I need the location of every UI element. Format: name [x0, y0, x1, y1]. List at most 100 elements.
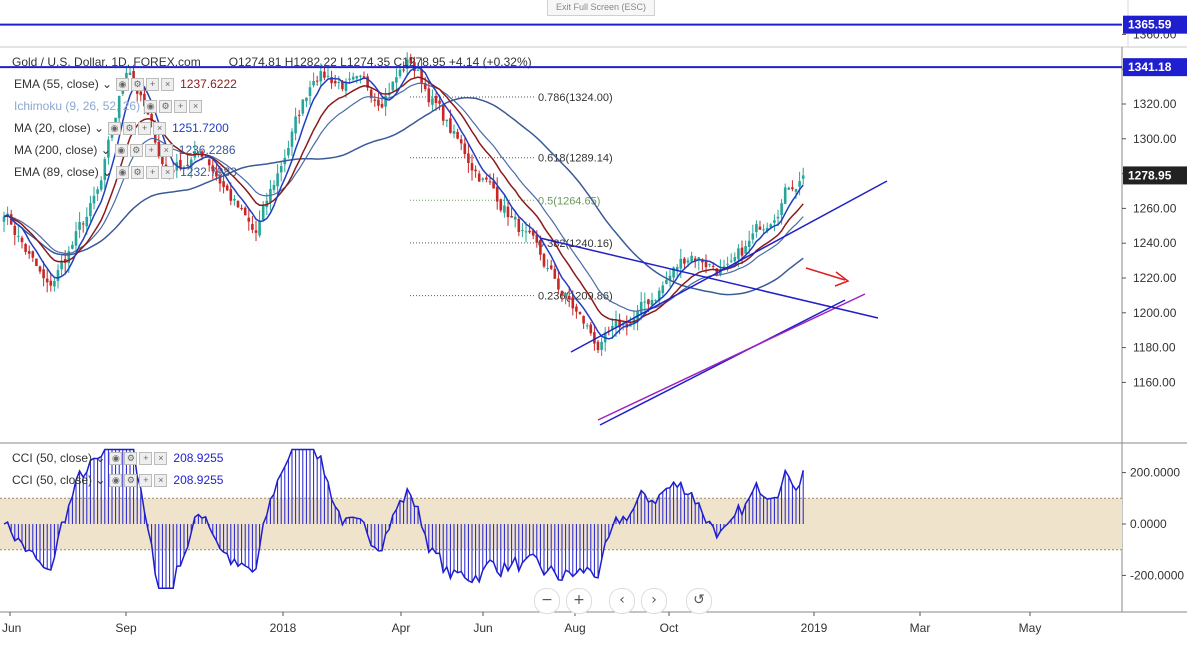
candle-body [99, 180, 103, 190]
add-icon[interactable]: + [146, 165, 160, 179]
visibility-icon[interactable]: ◉ [108, 121, 122, 135]
candle-body [690, 255, 693, 262]
candle-body [740, 247, 744, 256]
candle-body [618, 319, 621, 328]
reset-button[interactable]: ↺ [686, 588, 712, 614]
add-icon[interactable]: + [146, 77, 160, 91]
candle-body [369, 89, 373, 99]
candle-body [679, 258, 683, 269]
add-icon[interactable]: + [139, 473, 153, 487]
candle-body [801, 175, 805, 179]
close-icon[interactable]: × [161, 165, 175, 179]
candle-body [441, 105, 445, 121]
visibility-icon[interactable]: ◉ [109, 451, 123, 465]
indicator-legend[interactable]: MA (20, close) ⌄ ◉ ⚙ + × 1251.7200 [4, 121, 229, 135]
close-icon[interactable]: × [154, 473, 168, 487]
candle-body [13, 225, 17, 235]
candle-body [398, 69, 402, 76]
candle-body [240, 208, 243, 210]
cci-controls[interactable]: ◉ ⚙ + × [109, 473, 168, 487]
visibility-icon[interactable]: ◉ [116, 165, 130, 179]
candle-body [128, 72, 132, 75]
candle-body [427, 88, 431, 103]
close-icon[interactable]: × [154, 451, 168, 465]
zoom-out-button[interactable]: − [534, 588, 560, 614]
visibility-icon[interactable]: ◉ [114, 143, 128, 157]
indicator-controls[interactable]: ◉ ⚙ + × [116, 77, 175, 91]
settings-icon[interactable]: ⚙ [123, 121, 137, 135]
indicator-legend[interactable]: MA (200, close) ⌄ ◉ ⚙ + × 1236.2286 [4, 143, 236, 157]
descending-trendline[interactable] [539, 237, 879, 319]
candle-body [279, 165, 283, 173]
candle-body [531, 230, 535, 236]
candle-body [384, 95, 387, 107]
price-marker [1123, 15, 1187, 34]
settings-icon[interactable]: ⚙ [159, 99, 173, 113]
candle-body [467, 153, 470, 163]
close-icon[interactable]: × [153, 121, 167, 135]
exit-fullscreen-button[interactable]: Exit Full Screen (ESC) [547, 0, 655, 16]
time-tick-label: Jun [2, 621, 21, 635]
candle-body [528, 230, 531, 233]
visibility-icon[interactable]: ◉ [109, 473, 123, 487]
add-icon[interactable]: + [144, 143, 158, 157]
add-icon[interactable]: + [174, 99, 188, 113]
candle-body [359, 75, 362, 77]
indicator-legend[interactable]: EMA (89, close) ⌄ ◉ ⚙ + × 1232.7983 [4, 165, 237, 179]
indicator-controls[interactable]: ◉ ⚙ + × [108, 121, 167, 135]
candle-body [549, 265, 553, 269]
candle-body [780, 203, 783, 216]
close-icon[interactable]: × [161, 77, 175, 91]
candle-body [182, 167, 186, 169]
candle-body [157, 141, 161, 157]
projection-arrow[interactable] [805, 267, 846, 281]
scroll-left-button[interactable]: ‹ [609, 588, 635, 614]
symbol-title[interactable]: Gold / U.S. Dollar, 1D, FOREX.com [12, 55, 201, 69]
channel-lower-trendline[interactable] [599, 299, 846, 426]
cci-controls[interactable]: ◉ ⚙ + × [109, 451, 168, 465]
candle-body [344, 81, 348, 92]
price-tick-label: 1320.00 [1133, 97, 1177, 111]
candle-body [503, 205, 506, 213]
settings-icon[interactable]: ⚙ [129, 143, 143, 157]
add-icon[interactable]: + [138, 121, 152, 135]
add-icon[interactable]: + [139, 451, 153, 465]
candle-body [452, 130, 456, 134]
candle-body [614, 320, 618, 328]
price-marker-label: 1278.95 [1128, 168, 1172, 182]
indicator-legend[interactable]: EMA (55, close) ⌄ ◉ ⚙ + × 1237.6222 [4, 77, 237, 91]
candle-body [733, 257, 737, 262]
channel-upper-trendline[interactable] [570, 180, 888, 353]
indicator-controls[interactable]: ◉ ⚙ + × [116, 165, 175, 179]
cci-legend[interactable]: CCI (50, close) ⌄ ◉ ⚙ + × 208.9255 [4, 451, 223, 465]
close-icon[interactable]: × [189, 99, 203, 113]
close-icon[interactable]: × [159, 143, 173, 157]
settings-icon[interactable]: ⚙ [124, 451, 138, 465]
scroll-right-button[interactable]: › [641, 588, 667, 614]
settings-icon[interactable]: ⚙ [131, 165, 145, 179]
candle-body [351, 76, 355, 80]
settings-icon[interactable]: ⚙ [131, 77, 145, 91]
visibility-icon[interactable]: ◉ [116, 77, 130, 91]
indicator-controls[interactable]: ◉ ⚙ + × [144, 99, 203, 113]
settings-icon[interactable]: ⚙ [124, 473, 138, 487]
candle-body [639, 301, 643, 314]
indicator-legend[interactable]: Ichimoku (9, 26, 52, 26) ◉ ⚙ + × [4, 99, 206, 113]
indicator-value: 1232.7983 [180, 165, 237, 179]
candle-body [481, 178, 485, 180]
visibility-icon[interactable]: ◉ [144, 99, 158, 113]
candle-body [668, 275, 672, 281]
candle-body [517, 218, 521, 232]
candle-body [333, 80, 337, 84]
candle-body [657, 290, 661, 301]
zoom-in-button[interactable]: + [566, 588, 592, 614]
candle-body [643, 301, 647, 303]
indicator-label: EMA (89, close) ⌄ [14, 165, 113, 179]
candle-body [708, 264, 711, 266]
candle-body [787, 187, 791, 190]
cci-legend[interactable]: CCI (50, close) ⌄ ◉ ⚙ + × 208.9255 [4, 473, 223, 487]
indicator-controls[interactable]: ◉ ⚙ + × [114, 143, 173, 157]
support-trendline[interactable] [597, 293, 866, 421]
